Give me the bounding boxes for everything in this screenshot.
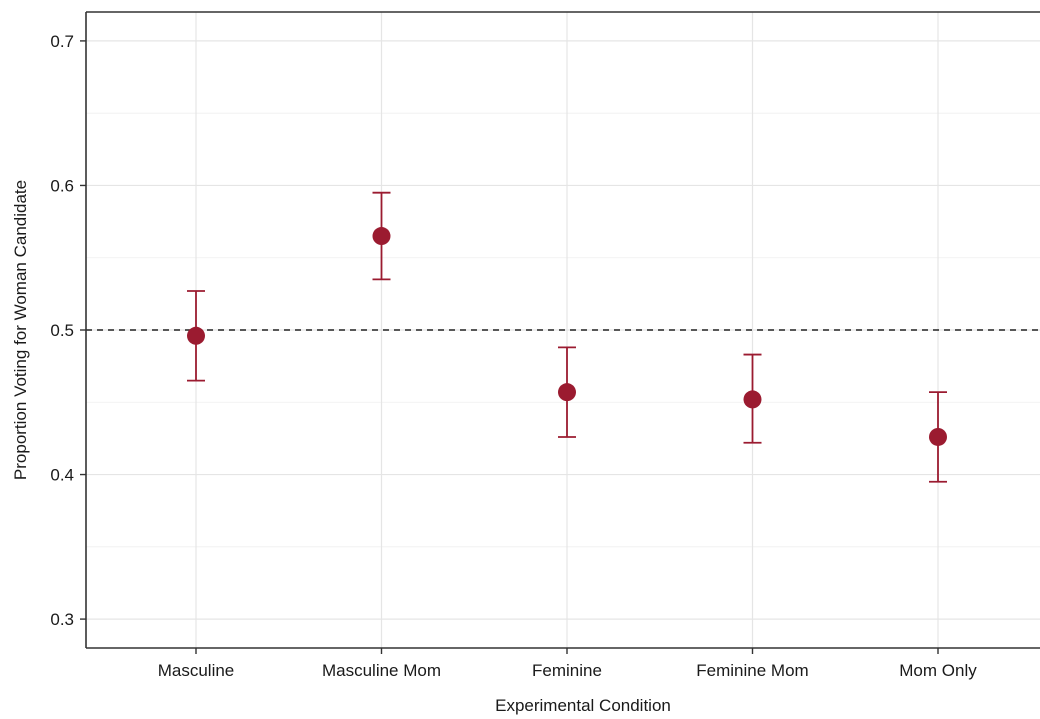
y-tick-label: 0.4 — [50, 466, 74, 485]
axes-layer: 0.3 0.4 0.5 0.6 0.7 Masculine Masculine Mom Fem… — [50, 11, 1040, 680]
y-tick-label: 0.5 — [50, 321, 74, 340]
x-tick-label: Masculine Mom — [322, 661, 441, 680]
x-axis-title: Experimental Condition — [495, 696, 671, 715]
x-tick-label: Feminine — [532, 661, 602, 680]
x-tick-label: Masculine — [158, 661, 235, 680]
y-tick-label: 0.3 — [50, 610, 74, 629]
data-point — [929, 427, 947, 446]
x-tick-label: Feminine Mom — [696, 661, 808, 680]
x-tick-label: Mom Only — [899, 661, 977, 680]
data-point — [743, 390, 762, 409]
y-tick-label: 0.6 — [50, 176, 74, 195]
y-tick-label: 0.7 — [50, 32, 74, 51]
y-axis-title: Proportion Voting for Woman Candidate — [11, 180, 30, 480]
data-point — [372, 227, 391, 246]
data-point — [187, 326, 205, 345]
data-point — [558, 383, 576, 402]
marks-layer — [187, 191, 947, 483]
